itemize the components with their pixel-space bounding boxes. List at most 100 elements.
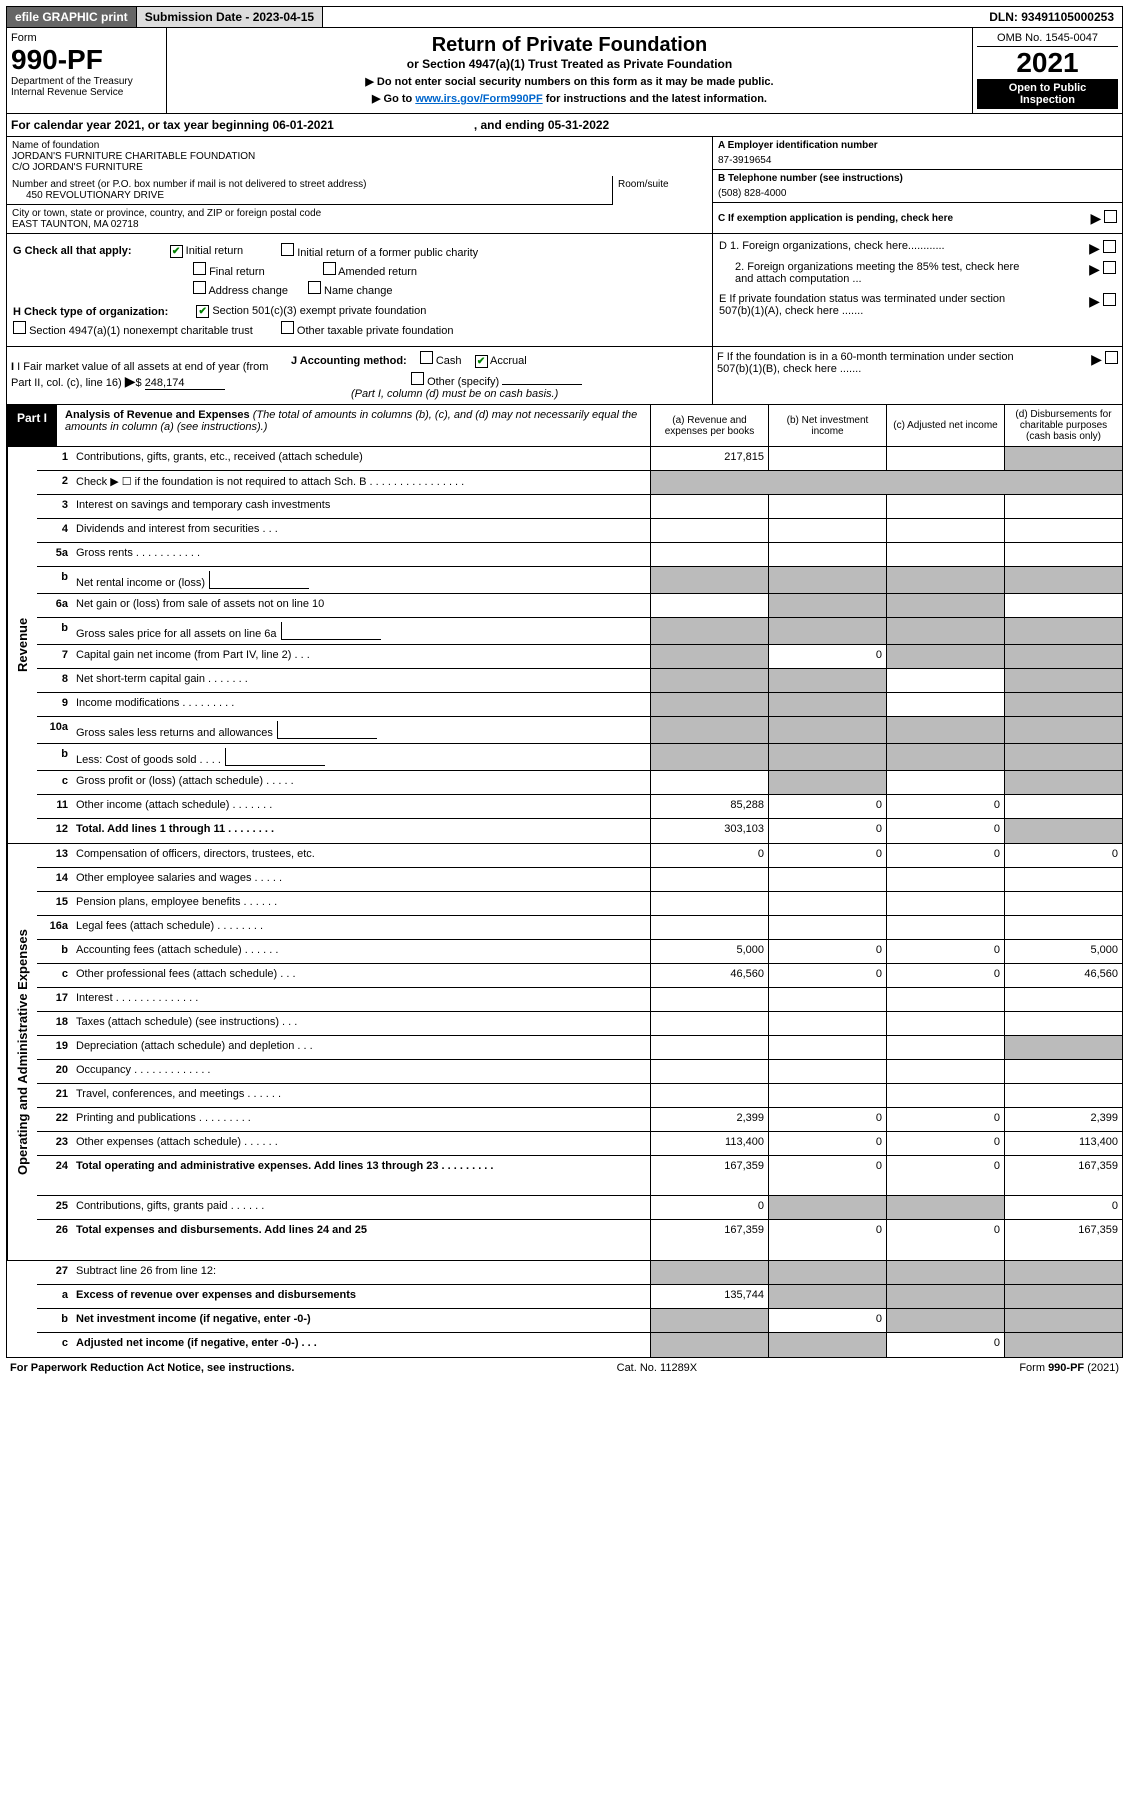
instruction-1: ▶ Do not enter social security numbers o… (173, 75, 966, 88)
irs-label: Internal Revenue Service (11, 87, 162, 98)
line-num: c (37, 964, 72, 987)
initial-former-cb[interactable] (281, 243, 294, 256)
cell-c (886, 447, 1004, 470)
line-num: b (37, 1309, 72, 1332)
cell-c (886, 1285, 1004, 1308)
line-14: 14Other employee salaries and wages . . … (37, 868, 1122, 892)
address-change-cb[interactable] (193, 281, 206, 294)
line-label: Excess of revenue over expenses and disb… (72, 1285, 650, 1308)
form-header: Form 990-PF Department of the Treasury I… (6, 28, 1123, 114)
other-taxable-cb[interactable] (281, 321, 294, 334)
city-label: City or town, state or province, country… (12, 208, 707, 219)
revenue-section: Revenue 1Contributions, gifts, grants, e… (6, 447, 1123, 844)
line-11: 11Other income (attach schedule) . . . .… (37, 795, 1122, 819)
cell-d (1004, 447, 1122, 470)
name-change-cb[interactable] (308, 281, 321, 294)
cell-b (768, 1036, 886, 1059)
e-cb[interactable] (1103, 293, 1116, 306)
line-num: 21 (37, 1084, 72, 1107)
cell-c: 0 (886, 940, 1004, 963)
d1-cb[interactable] (1103, 240, 1116, 253)
cell-b (768, 744, 886, 770)
cell-d (1004, 892, 1122, 915)
line-9: 9Income modifications . . . . . . . . . (37, 693, 1122, 717)
amended-cb[interactable] (323, 262, 336, 275)
f-cb[interactable] (1105, 351, 1118, 364)
cell-d (1004, 594, 1122, 617)
d2-label: 2. Foreign organizations meeting the 85%… (719, 261, 1029, 285)
efile-button[interactable]: efile GRAPHIC print (7, 7, 137, 27)
cell-b: 0 (768, 645, 886, 668)
cell-a: 217,815 (650, 447, 768, 470)
cell-b (768, 495, 886, 518)
cell-a: 2,399 (650, 1108, 768, 1131)
line-num: a (37, 1285, 72, 1308)
cell-c (886, 669, 1004, 692)
cell-d (1004, 645, 1122, 668)
line-label: Contributions, gifts, grants paid . . . … (72, 1196, 650, 1219)
cell-b (768, 1333, 886, 1357)
line-num: 19 (37, 1036, 72, 1059)
cell-b (768, 669, 886, 692)
4947-cb[interactable] (13, 321, 26, 334)
final-return-cb[interactable] (193, 262, 206, 275)
cell-d: 2,399 (1004, 1108, 1122, 1131)
cell-d (1004, 1084, 1122, 1107)
line-label: Interest . . . . . . . . . . . . . . (72, 988, 650, 1011)
foundation-name-2: C/O JORDAN'S FURNITURE (12, 162, 707, 173)
cell-c (886, 543, 1004, 566)
irs-link[interactable]: www.irs.gov/Form990PF (415, 93, 542, 105)
line-label: Gross profit or (loss) (attach schedule)… (72, 771, 650, 794)
line-12: 12Total. Add lines 1 through 11 . . . . … (37, 819, 1122, 843)
cell-b: 0 (768, 1132, 886, 1155)
line-label: Accounting fees (attach schedule) . . . … (72, 940, 650, 963)
line-label: Occupancy . . . . . . . . . . . . . (72, 1060, 650, 1083)
cell-a (650, 495, 768, 518)
cell-a (650, 669, 768, 692)
c-checkbox[interactable] (1104, 210, 1117, 223)
fmv-value: 248,174 (145, 377, 225, 390)
cell-b (768, 771, 886, 794)
cell-c (886, 1309, 1004, 1332)
cell-b: 0 (768, 795, 886, 818)
cell-b (768, 543, 886, 566)
line-num: b (37, 940, 72, 963)
line-23: 23Other expenses (attach schedule) . . .… (37, 1132, 1122, 1156)
line-num: 26 (37, 1220, 72, 1260)
d2-cb[interactable] (1103, 261, 1116, 274)
cell-d: 0 (1004, 1196, 1122, 1219)
line-label: Adjusted net income (if negative, enter … (72, 1333, 650, 1357)
line-num: b (37, 618, 72, 644)
cell-c (886, 1196, 1004, 1219)
line-num: 25 (37, 1196, 72, 1219)
cell-d (1004, 795, 1122, 818)
line-15: 15Pension plans, employee benefits . . .… (37, 892, 1122, 916)
cell-b (768, 717, 886, 743)
cell-a (650, 1309, 768, 1332)
line-num: 13 (37, 844, 72, 867)
cell-a (650, 567, 768, 593)
cell-c (886, 594, 1004, 617)
cell-b (768, 693, 886, 716)
line-label: Gross sales less returns and allowances (72, 717, 650, 743)
accrual-cb[interactable]: ✔ (475, 355, 488, 368)
cash-cb[interactable] (420, 351, 433, 364)
cell-c (886, 916, 1004, 939)
cell-a: 303,103 (650, 819, 768, 843)
other-method-cb[interactable] (411, 372, 424, 385)
cell-b (768, 988, 886, 1011)
cell-d (1004, 1012, 1122, 1035)
omb-number: OMB No. 1545-0047 (977, 32, 1118, 47)
h-label: H Check type of organization: (13, 306, 168, 318)
line-b: bAccounting fees (attach schedule) . . .… (37, 940, 1122, 964)
cell-b: 0 (768, 1108, 886, 1131)
cell-a: 5,000 (650, 940, 768, 963)
501c3-cb[interactable]: ✔ (196, 305, 209, 318)
addr-label: Number and street (or P.O. box number if… (12, 179, 607, 190)
line-7: 7Capital gain net income (from Part IV, … (37, 645, 1122, 669)
cell-a (650, 717, 768, 743)
cell-a (650, 693, 768, 716)
initial-return-cb[interactable]: ✔ (170, 245, 183, 258)
form-subtitle: or Section 4947(a)(1) Trust Treated as P… (173, 57, 966, 71)
line-num: 2 (37, 471, 72, 494)
